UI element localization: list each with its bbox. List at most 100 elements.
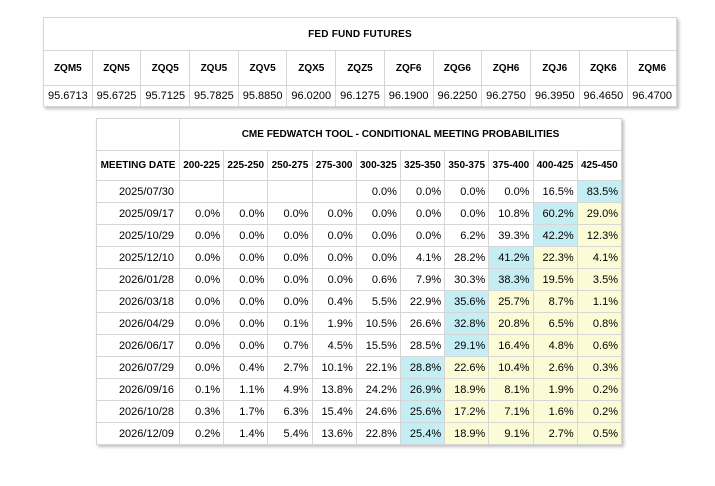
probability-cell: 29.0%	[576, 202, 623, 225]
futures-contract-price: 95.7125	[140, 85, 191, 107]
probability-cell: 0.0%	[178, 246, 225, 269]
probability-cell: 0.7%	[267, 334, 313, 357]
probability-cell: 28.2%	[444, 246, 490, 269]
probability-cell: 25.4%	[399, 422, 446, 445]
meeting-row: 2026/03/18 0.0% 0.0% 0.0% 0.4% 5.5% 22.9% 35.6%…	[96, 290, 623, 313]
probability-cell: 0.0%	[178, 202, 225, 225]
futures-title: FED FUND FUTURES	[43, 17, 677, 51]
probability-cell: 6.3%	[267, 400, 313, 423]
probability-cell: 18.9%	[444, 422, 490, 445]
fed-fund-futures-table: FED FUND FUTURES ZQM5 ZQN5 ZQQ5 ZQU5 ZQV5 ZQX…	[43, 17, 677, 107]
probability-cell: 9.1%	[488, 422, 534, 445]
probability-cell: 0.0%	[267, 202, 313, 225]
meeting-row: 2026/01/28 0.0% 0.0% 0.0% 0.0% 0.6% 7.9% 30.3% 3…	[96, 268, 623, 291]
probability-cell: 10.5%	[355, 312, 401, 335]
meeting-date: 2026/07/29	[96, 356, 180, 379]
meeting-date: 2026/10/28	[96, 400, 180, 423]
rate-range-header: 325-350	[399, 150, 446, 181]
probability-cell: 10.1%	[311, 356, 357, 379]
probability-cell: 17.2%	[444, 400, 490, 423]
rate-range-header: 250-275	[267, 150, 313, 181]
probability-cell: 0.0%	[178, 312, 225, 335]
probability-cell: 30.3%	[444, 268, 490, 291]
futures-contract-code: ZQK6	[578, 50, 629, 86]
rate-range-header: 225-250	[223, 150, 269, 181]
meeting-date: 2025/12/10	[96, 246, 180, 269]
probability-cell: 8.7%	[532, 290, 578, 313]
probability-cell: 0.0%	[223, 312, 269, 335]
probability-cell: 0.0%	[223, 224, 269, 247]
meeting-row: 2025/07/30 0.0% 0.0% 0.0% 0.0% 16.5% 83.5%	[96, 180, 623, 203]
probability-cell: 0.0%	[178, 356, 225, 379]
probability-cell: 4.1%	[399, 246, 446, 269]
probability-cell: 4.1%	[576, 246, 623, 269]
probability-cell: 0.0%	[267, 290, 313, 313]
probability-cell: 16.4%	[488, 334, 534, 357]
probability-cell: 0.2%	[576, 400, 623, 423]
probability-cell: 10.4%	[488, 356, 534, 379]
probability-cell: 0.0%	[444, 180, 490, 203]
rate-range-header: 375-400	[488, 150, 534, 181]
probability-cell: 4.9%	[267, 378, 313, 401]
probability-cell: 22.9%	[399, 290, 446, 313]
probability-cell: 0.0%	[267, 224, 313, 247]
probability-cell: 1.7%	[223, 400, 269, 423]
probability-cell: 0.0%	[355, 224, 401, 247]
futures-contract-code: ZQH6	[481, 50, 531, 86]
futures-contract-price: 96.2750	[481, 85, 531, 107]
probability-cell: 8.1%	[488, 378, 534, 401]
probability-cell: 0.2%	[576, 378, 623, 401]
probability-cell: 0.6%	[355, 268, 401, 291]
futures-contract-code: ZQX5	[286, 50, 337, 86]
probability-cell: 0.0%	[355, 246, 401, 269]
futures-contract-code: ZQV5	[237, 50, 288, 86]
probability-cell: 28.8%	[399, 356, 446, 379]
probability-cell: 28.5%	[399, 334, 446, 357]
meeting-row: 2026/10/28 0.3% 1.7% 6.3% 15.4% 24.6% 25.6% 17.…	[96, 400, 623, 423]
probability-cell: 0.0%	[399, 224, 446, 247]
probability-cell: 0.0%	[267, 246, 313, 269]
probability-cell: 0.0%	[178, 290, 225, 313]
probability-cell: 32.8%	[444, 312, 490, 335]
probability-cell: 12.3%	[576, 224, 623, 247]
fedwatch-body: 2025/07/30 0.0% 0.0% 0.0% 0.0% 16.5% 83.5% 2025…	[96, 180, 623, 445]
probability-cell: 1.1%	[576, 290, 623, 313]
fedwatch-title: CME FEDWATCH TOOL - CONDITIONAL MEETING …	[179, 118, 622, 151]
meeting-row: 2026/06/17 0.0% 0.0% 0.7% 4.5% 15.5% 28.5% 29.1…	[96, 334, 623, 357]
rate-range-header: 350-375	[444, 150, 490, 181]
probability-cell: 38.3%	[488, 268, 534, 291]
meeting-row: 2026/12/09 0.2% 1.4% 5.4% 13.6% 22.8% 25.4% 18.…	[96, 422, 623, 445]
fedwatch-probabilities-table: CME FEDWATCH TOOL - CONDITIONAL MEETING …	[96, 118, 623, 445]
probability-cell: 29.1%	[444, 334, 490, 357]
meeting-row: 2026/09/16 0.1% 1.1% 4.9% 13.8% 24.2% 26.9% 18.…	[96, 378, 623, 401]
probability-cell	[223, 180, 269, 203]
probability-cell: 0.0%	[399, 202, 446, 225]
corner-cell	[96, 118, 180, 151]
futures-contract-price: 95.8850	[237, 85, 288, 107]
probability-cell: 1.4%	[223, 422, 269, 445]
probability-cell: 0.1%	[178, 378, 225, 401]
probability-cell: 0.0%	[223, 268, 269, 291]
probability-cell: 0.0%	[311, 224, 357, 247]
meeting-date: 2025/10/29	[96, 224, 180, 247]
meeting-row: 2025/09/17 0.0% 0.0% 0.0% 0.0% 0.0% 0.0% 0.0% 10…	[96, 202, 623, 225]
probability-cell	[267, 180, 313, 203]
meeting-date: 2026/01/28	[96, 268, 180, 291]
probability-cell: 42.2%	[532, 224, 578, 247]
probability-cell: 0.0%	[223, 334, 269, 357]
futures-contract-code: ZQF6	[383, 50, 434, 86]
probability-cell: 13.8%	[311, 378, 357, 401]
futures-contract-price: 95.6725	[91, 85, 142, 107]
meeting-date: 2026/06/17	[96, 334, 180, 357]
futures-contract-code: ZQU5	[189, 50, 239, 86]
probability-cell: 5.5%	[355, 290, 401, 313]
futures-code-row: ZQM5 ZQN5 ZQQ5 ZQU5 ZQV5 ZQX5 ZQZ5 ZQF6 ZQG6 ZQH6…	[43, 50, 677, 86]
futures-contract-code: ZQM5	[43, 50, 93, 86]
probability-cell: 20.8%	[488, 312, 534, 335]
meeting-date-header: MEETING DATE	[96, 150, 180, 181]
rate-range-header: 400-425	[532, 150, 578, 181]
probability-cell: 22.3%	[532, 246, 578, 269]
probability-cell: 0.0%	[267, 268, 313, 291]
rate-range-header: 425-450	[576, 150, 623, 181]
futures-price-row: 95.6713 95.6725 95.7125 95.7825 95.8850 96.02…	[43, 85, 677, 107]
